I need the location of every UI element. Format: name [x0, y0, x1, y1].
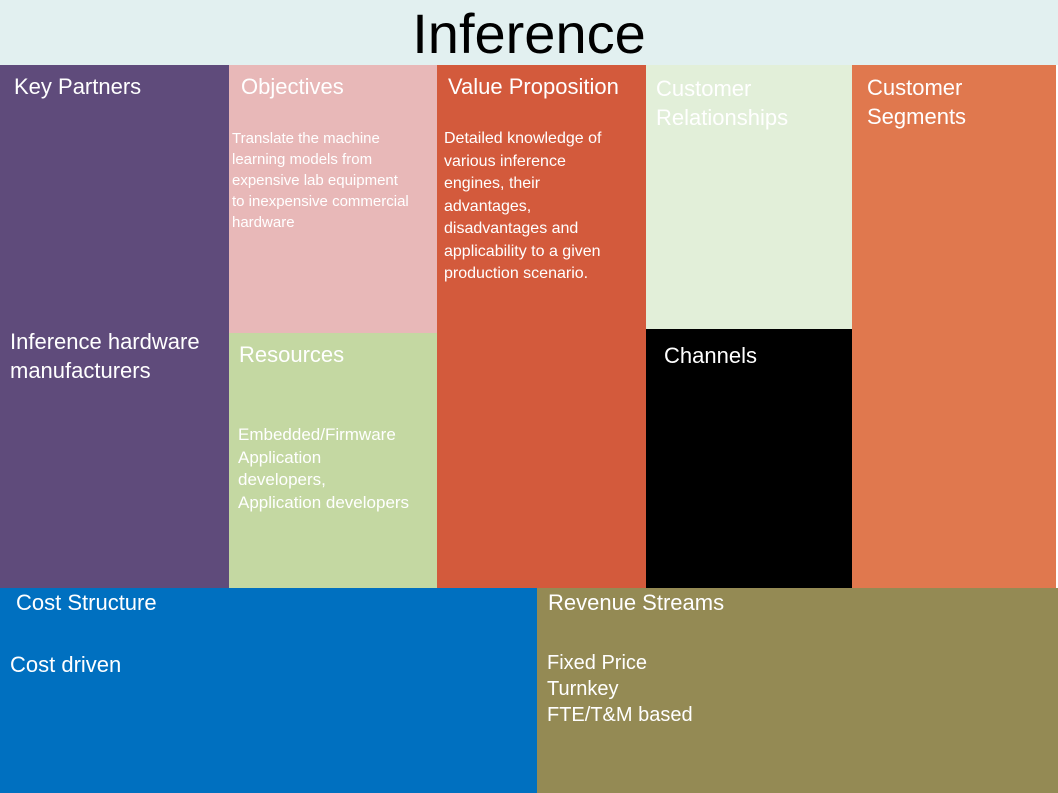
- objectives-line: to inexpensive commercial: [232, 193, 409, 210]
- cost-structure-text: Cost driven: [10, 650, 121, 679]
- objectives-line: learning models from: [232, 151, 373, 168]
- revenue-streams-line: Fixed Price: [547, 652, 648, 674]
- objectives-block: Objectives Translate the machine learning…: [229, 65, 437, 333]
- cost-structure-heading: Cost Structure: [16, 590, 157, 615]
- title-bar: Inference: [0, 0, 1058, 65]
- value-proposition-block: Value Proposition Detailed knowledge of v…: [437, 65, 646, 588]
- objectives-line: Translate the machine: [232, 130, 380, 147]
- key-partners-line: Inference hardware: [10, 329, 200, 354]
- objectives-line: expensive lab equipment: [232, 172, 398, 189]
- revenue-streams-line: FTE/T&M based: [547, 704, 693, 726]
- cost-structure-block: Cost Structure Cost driven: [0, 588, 537, 793]
- revenue-streams-line: Turnkey: [547, 678, 619, 700]
- objectives-text: Translate the machine learning models fro…: [232, 128, 437, 233]
- key-partners-text: Inference hardware manufacturers: [10, 327, 200, 385]
- customer-segments-heading: Customer Segments: [867, 75, 967, 129]
- resources-line: Application: [238, 447, 322, 467]
- resources-heading: Resources: [239, 342, 345, 367]
- key-partners-block: Key Partners Inference hardware manufactu…: [0, 65, 229, 588]
- objectives-heading: Objectives: [241, 74, 344, 99]
- revenue-streams-text: Fixed Price Turnkey FTE/T&M based: [547, 650, 693, 728]
- resources-text: Embedded/Firmware Application developers, A…: [238, 424, 434, 514]
- resources-line: Embedded/Firmware: [238, 425, 396, 444]
- channels-block: Channels: [646, 329, 853, 588]
- value-proposition-line: various inference: [444, 152, 566, 170]
- revenue-streams-heading: Revenue Streams: [548, 590, 725, 615]
- resources-line: developers,: [238, 470, 326, 489]
- value-proposition-line: disadvantages and: [444, 220, 579, 237]
- revenue-streams-block: Revenue Streams Fixed Price Turnkey FTE/T&…: [537, 588, 1058, 793]
- resources-block: Resources Embedded/Firmware Application de…: [229, 333, 437, 588]
- channels-heading: Channels: [664, 343, 757, 368]
- value-proposition-line: production scenario.: [444, 265, 589, 282]
- customer-relationships-heading: Customer Relationships: [656, 76, 789, 130]
- key-partners-heading: Key Partners: [14, 74, 142, 99]
- customer-segments-block: Customer Segments: [852, 65, 1056, 588]
- value-proposition-line: Detailed knowledge of: [444, 130, 602, 147]
- value-proposition-text: Detailed knowledge of various inference en…: [444, 128, 644, 286]
- resources-line: Application developers: [238, 492, 410, 512]
- value-proposition-heading: Value Proposition: [448, 74, 619, 99]
- customer-relationships-block: Customer Relationships: [646, 65, 852, 329]
- page-title: Inference: [412, 1, 646, 65]
- key-partners-line: manufacturers: [10, 358, 151, 383]
- value-proposition-line: advantages,: [444, 197, 532, 215]
- value-proposition-line: applicability to a given: [444, 242, 601, 260]
- value-proposition-line: engines, their: [444, 175, 541, 192]
- cost-structure-line: Cost driven: [10, 652, 122, 677]
- objectives-line: hardware: [232, 214, 295, 231]
